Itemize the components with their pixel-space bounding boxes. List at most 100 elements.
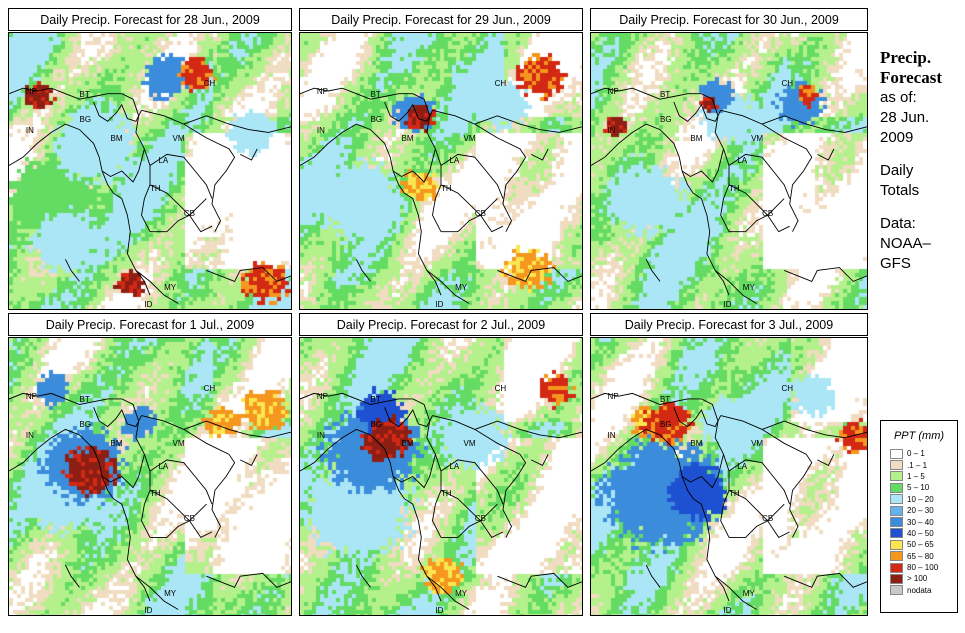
- boundary-line: [817, 454, 835, 467]
- legend-swatch: [890, 482, 903, 493]
- legend-swatch: [890, 517, 903, 528]
- data-label: Data:: [880, 215, 916, 232]
- country-label-bm: BM: [401, 439, 414, 449]
- boundary-line: [9, 123, 151, 296]
- boundary-line: [300, 392, 413, 405]
- boundary-line: [531, 148, 549, 161]
- forecast-panel-3: Daily Precip. Forecast for 30 Jun., 2009…: [590, 8, 868, 310]
- country-label-th: TH: [441, 489, 452, 499]
- boundary-line: [714, 270, 757, 304]
- boundary-line: [426, 575, 470, 610]
- country-label-ch: CH: [203, 384, 216, 394]
- asof-date: 28 Jun.: [880, 109, 930, 126]
- boundary-line: [206, 267, 291, 282]
- forecast-panel-4: Daily Precip. Forecast for 1 Jul., 2009 …: [8, 313, 292, 616]
- boundary-line: [497, 267, 582, 282]
- boundary-line: [149, 459, 213, 505]
- boundary-line: [591, 123, 730, 296]
- country-label-bg: BG: [370, 420, 383, 430]
- legend-label: 50 – 65: [907, 540, 934, 550]
- boundary-line: [384, 407, 433, 428]
- boundary-line: [93, 407, 142, 428]
- legend-item: 10 – 20: [890, 494, 957, 505]
- boundary-line: [440, 489, 498, 522]
- boundary-line: [64, 259, 80, 282]
- country-label-id: ID: [435, 605, 444, 615]
- boundary-line: [9, 392, 122, 405]
- boundary-line: [141, 109, 236, 232]
- boundary-line: [591, 392, 702, 405]
- country-label-id: ID: [144, 299, 153, 309]
- country-label-my: MY: [455, 589, 468, 599]
- boundary-line: [441, 520, 504, 538]
- boundary-line: [645, 564, 661, 588]
- boundary-line: [240, 148, 258, 161]
- country-label-ch: CH: [781, 78, 793, 88]
- panel-title: Daily Precip. Forecast for 3 Jul., 2009: [590, 313, 868, 336]
- country-label-in: IN: [607, 431, 616, 441]
- legend-swatch: [890, 573, 903, 584]
- country-label-bm: BM: [110, 439, 123, 449]
- boundary-line: [784, 572, 867, 588]
- country-label-th: TH: [729, 489, 740, 499]
- boundary-line: [440, 459, 504, 505]
- legend-label: 80 – 100: [907, 563, 939, 573]
- country-label-bt: BT: [79, 89, 90, 99]
- boundary-lines: [9, 87, 291, 304]
- country-label-vm: VM: [463, 134, 476, 144]
- boundary-line: [440, 184, 498, 216]
- boundary-line: [64, 564, 80, 588]
- country-label-la: LA: [158, 156, 169, 166]
- legend-label: > 100: [907, 574, 928, 584]
- boundary-line: [121, 93, 151, 232]
- legend-label: 40 – 50: [907, 528, 934, 538]
- legend-swatch: [890, 585, 903, 596]
- legend-swatch: [890, 460, 903, 471]
- country-label-in: IN: [316, 431, 325, 441]
- boundary-lines: [300, 392, 582, 610]
- panel-title: Daily Precip. Forecast for 1 Jul., 2009: [8, 313, 292, 336]
- boundary-line: [432, 415, 527, 538]
- legend-title: PPT (mm): [893, 430, 945, 442]
- country-label-bm: BM: [110, 134, 123, 144]
- forecast-panel-2: Daily Precip. Forecast for 29 Jun., 2009…: [299, 8, 583, 310]
- boundary-line: [720, 109, 813, 232]
- legend-label: 20 – 30: [907, 506, 934, 516]
- country-label-th: TH: [150, 183, 161, 193]
- country-label-id: ID: [723, 299, 732, 309]
- country-label-id: ID: [144, 605, 153, 615]
- country-label-my: MY: [164, 589, 177, 599]
- country-label-np: NP: [25, 392, 38, 402]
- panel-title: Daily Precip. Forecast for 29 Jun., 2009: [299, 8, 583, 31]
- boundary-line: [474, 420, 582, 439]
- boundary-line: [432, 109, 527, 232]
- boundary-lines: [9, 392, 291, 610]
- legend-item: 65 – 80: [890, 551, 957, 562]
- legend-label: 65 – 80: [907, 551, 934, 561]
- legend-item: 50 – 65: [890, 539, 957, 550]
- legend-label: .1 – 1: [907, 460, 928, 470]
- boundary-line: [93, 101, 142, 122]
- boundary-line: [681, 148, 724, 183]
- boundary-line: [101, 454, 145, 489]
- boundary-line: [714, 575, 757, 610]
- legend-swatch: [890, 494, 903, 505]
- country-label-cb: CB: [762, 208, 774, 218]
- country-label-in: IN: [607, 125, 616, 135]
- panel-title: Daily Precip. Forecast for 2 Jul., 2009: [299, 313, 583, 336]
- country-label-np: NP: [607, 392, 619, 402]
- country-label-th: TH: [729, 183, 740, 193]
- boundary-line: [497, 572, 582, 588]
- precip-map: NP BT IN BG CH BM VM LA TH CB MY ID: [590, 337, 868, 616]
- boundary-line: [149, 153, 213, 199]
- country-label-np: NP: [607, 87, 619, 97]
- sidebar-heading-1: Precip.: [880, 48, 932, 67]
- country-label-la: LA: [449, 156, 460, 166]
- precip-map: NP BT IN BG CH BM VM LA TH CB MY ID: [299, 337, 583, 616]
- country-label-la: LA: [737, 156, 748, 166]
- country-label-th: TH: [441, 183, 452, 193]
- country-label-ch: CH: [494, 78, 507, 88]
- boundary-line: [681, 454, 724, 489]
- boundary-line: [240, 454, 258, 466]
